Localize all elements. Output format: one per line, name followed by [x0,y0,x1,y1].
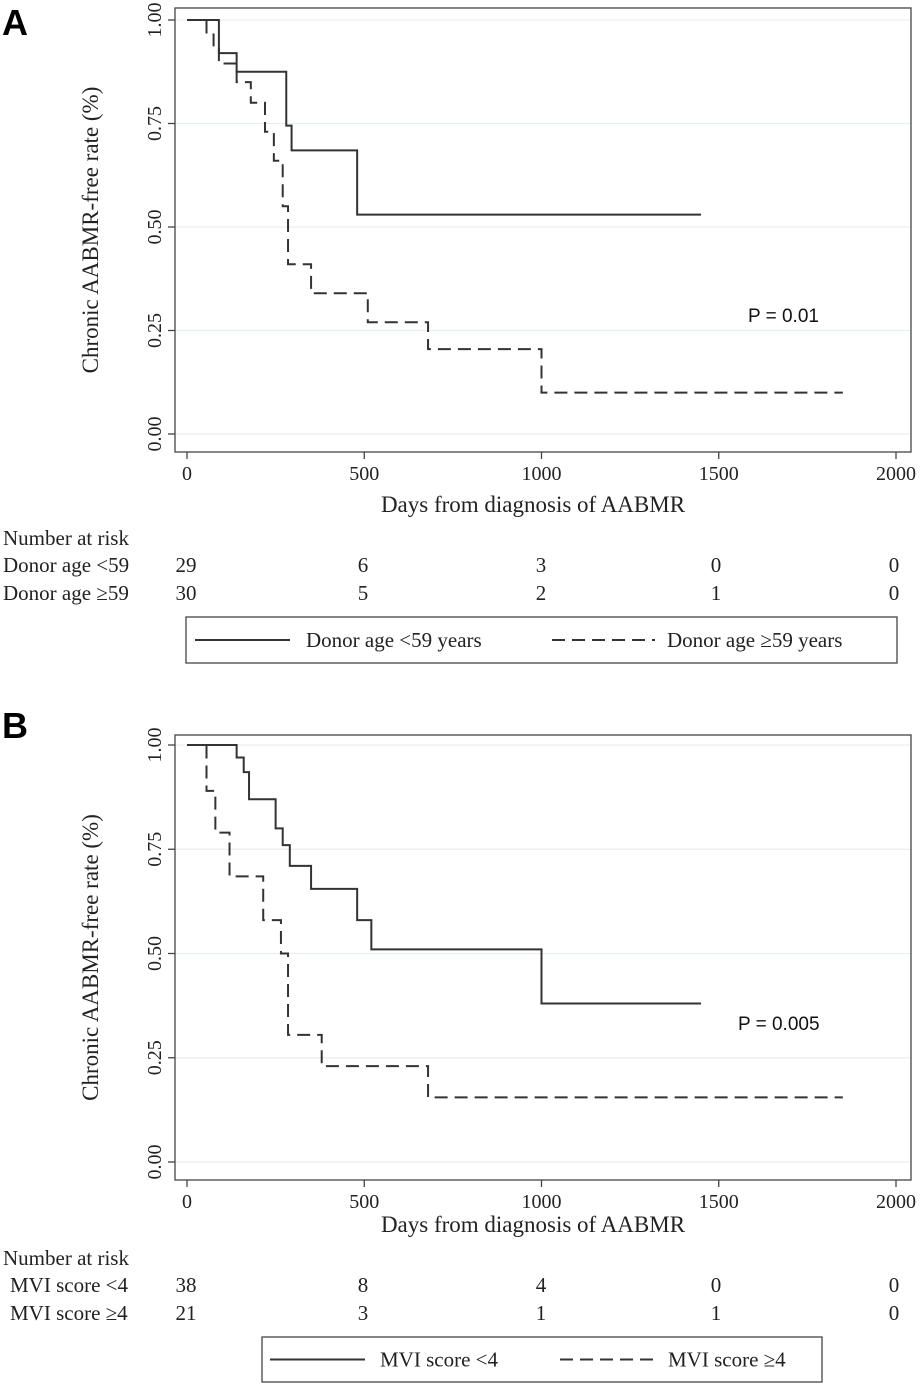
series-line-solid [187,744,702,1005]
y-axis-title: Chronic AABMR-free rate (%) [78,87,103,374]
risk-value: 4 [536,1273,547,1297]
x-tick-label: 1500 [699,1191,739,1213]
y-tick-label: 1.00 [144,728,166,763]
panel-label: B [2,705,28,746]
risk-table-title: Number at risk [3,1246,129,1270]
legend-label: Donor age <59 years [306,628,482,652]
risk-value: 0 [889,553,900,577]
risk-table-title: Number at risk [3,526,129,550]
risk-value: 29 [176,553,197,577]
series-line-dashed [187,744,843,1099]
risk-value: 5 [358,581,369,605]
risk-value: 2 [536,581,547,605]
legend-label: MVI score <4 [380,1348,498,1372]
risk-value: 8 [358,1273,369,1297]
panel-a: A0.000.250.500.751.000 500 1000 1500 2000Day… [2,2,916,664]
legend: MVI score <4 MVI score ≥4 [261,1336,823,1383]
y-tick-label: 0.50 [144,936,166,971]
plot-frame [174,7,912,453]
risk-value: 0 [889,581,900,605]
y-tick-label: 0.75 [144,832,166,867]
risk-row-label: MVI score <4 [10,1273,128,1297]
risk-value: 21 [176,1301,197,1325]
panel-label: A [2,2,28,43]
x-tick-label: 1500 [699,463,739,485]
risk-value: 0 [889,1301,900,1325]
series-line-solid [187,19,702,216]
x-tick-label: 500 [349,1191,379,1213]
x-tick-label: 500 [349,463,379,485]
risk-value: 3 [536,553,547,577]
x-tick-label: 2000 [876,1191,916,1213]
y-tick-label: 1.00 [144,3,166,38]
legend-label: Donor age ≥59 years [667,628,842,652]
y-tick-label: 0.50 [144,210,166,245]
risk-value: 1 [536,1301,547,1325]
y-tick-label: 0.25 [144,313,166,348]
p-value-annotation: P = 0.01 [748,306,819,327]
legend-box [185,616,898,664]
risk-value: 1 [711,1301,722,1325]
risk-value: 0 [711,1273,722,1297]
risk-value: 0 [711,553,722,577]
y-tick-label: 0.00 [144,417,166,452]
x-tick-label: 1000 [522,463,562,485]
risk-value: 38 [176,1273,197,1297]
legend-label: MVI score ≥4 [668,1348,786,1372]
p-value-annotation: P = 0.005 [738,1014,820,1035]
x-tick-label: 0 [182,463,192,485]
y-axis-title: Chronic AABMR-free rate (%) [78,814,103,1101]
plot-frame [174,734,912,1181]
risk-value: 1 [711,581,722,605]
x-axis-title: Days from diagnosis of AABMR [381,492,686,517]
x-tick-label: 1000 [522,1191,562,1213]
x-tick-label: 0 [182,1191,192,1213]
x-tick-label: 2000 [876,463,916,485]
panel-b: B0.000.250.500.751.000 500 1000 1500 2000Day… [2,705,916,1383]
x-axis-title: Days from diagnosis of AABMR [381,1212,686,1237]
risk-value: 6 [358,553,369,577]
risk-value: 3 [358,1301,369,1325]
y-tick-label: 0.75 [144,106,166,141]
y-tick-label: 0.00 [144,1145,166,1180]
risk-row-label: Donor age ≥59 [3,581,129,605]
risk-value: 0 [889,1273,900,1297]
risk-row-label: MVI score ≥4 [10,1301,128,1325]
risk-value: 30 [176,581,197,605]
risk-row-label: Donor age <59 [3,553,129,577]
legend: Donor age <59 years Donor age ≥59 years [185,616,898,664]
y-tick-label: 0.25 [144,1040,166,1075]
